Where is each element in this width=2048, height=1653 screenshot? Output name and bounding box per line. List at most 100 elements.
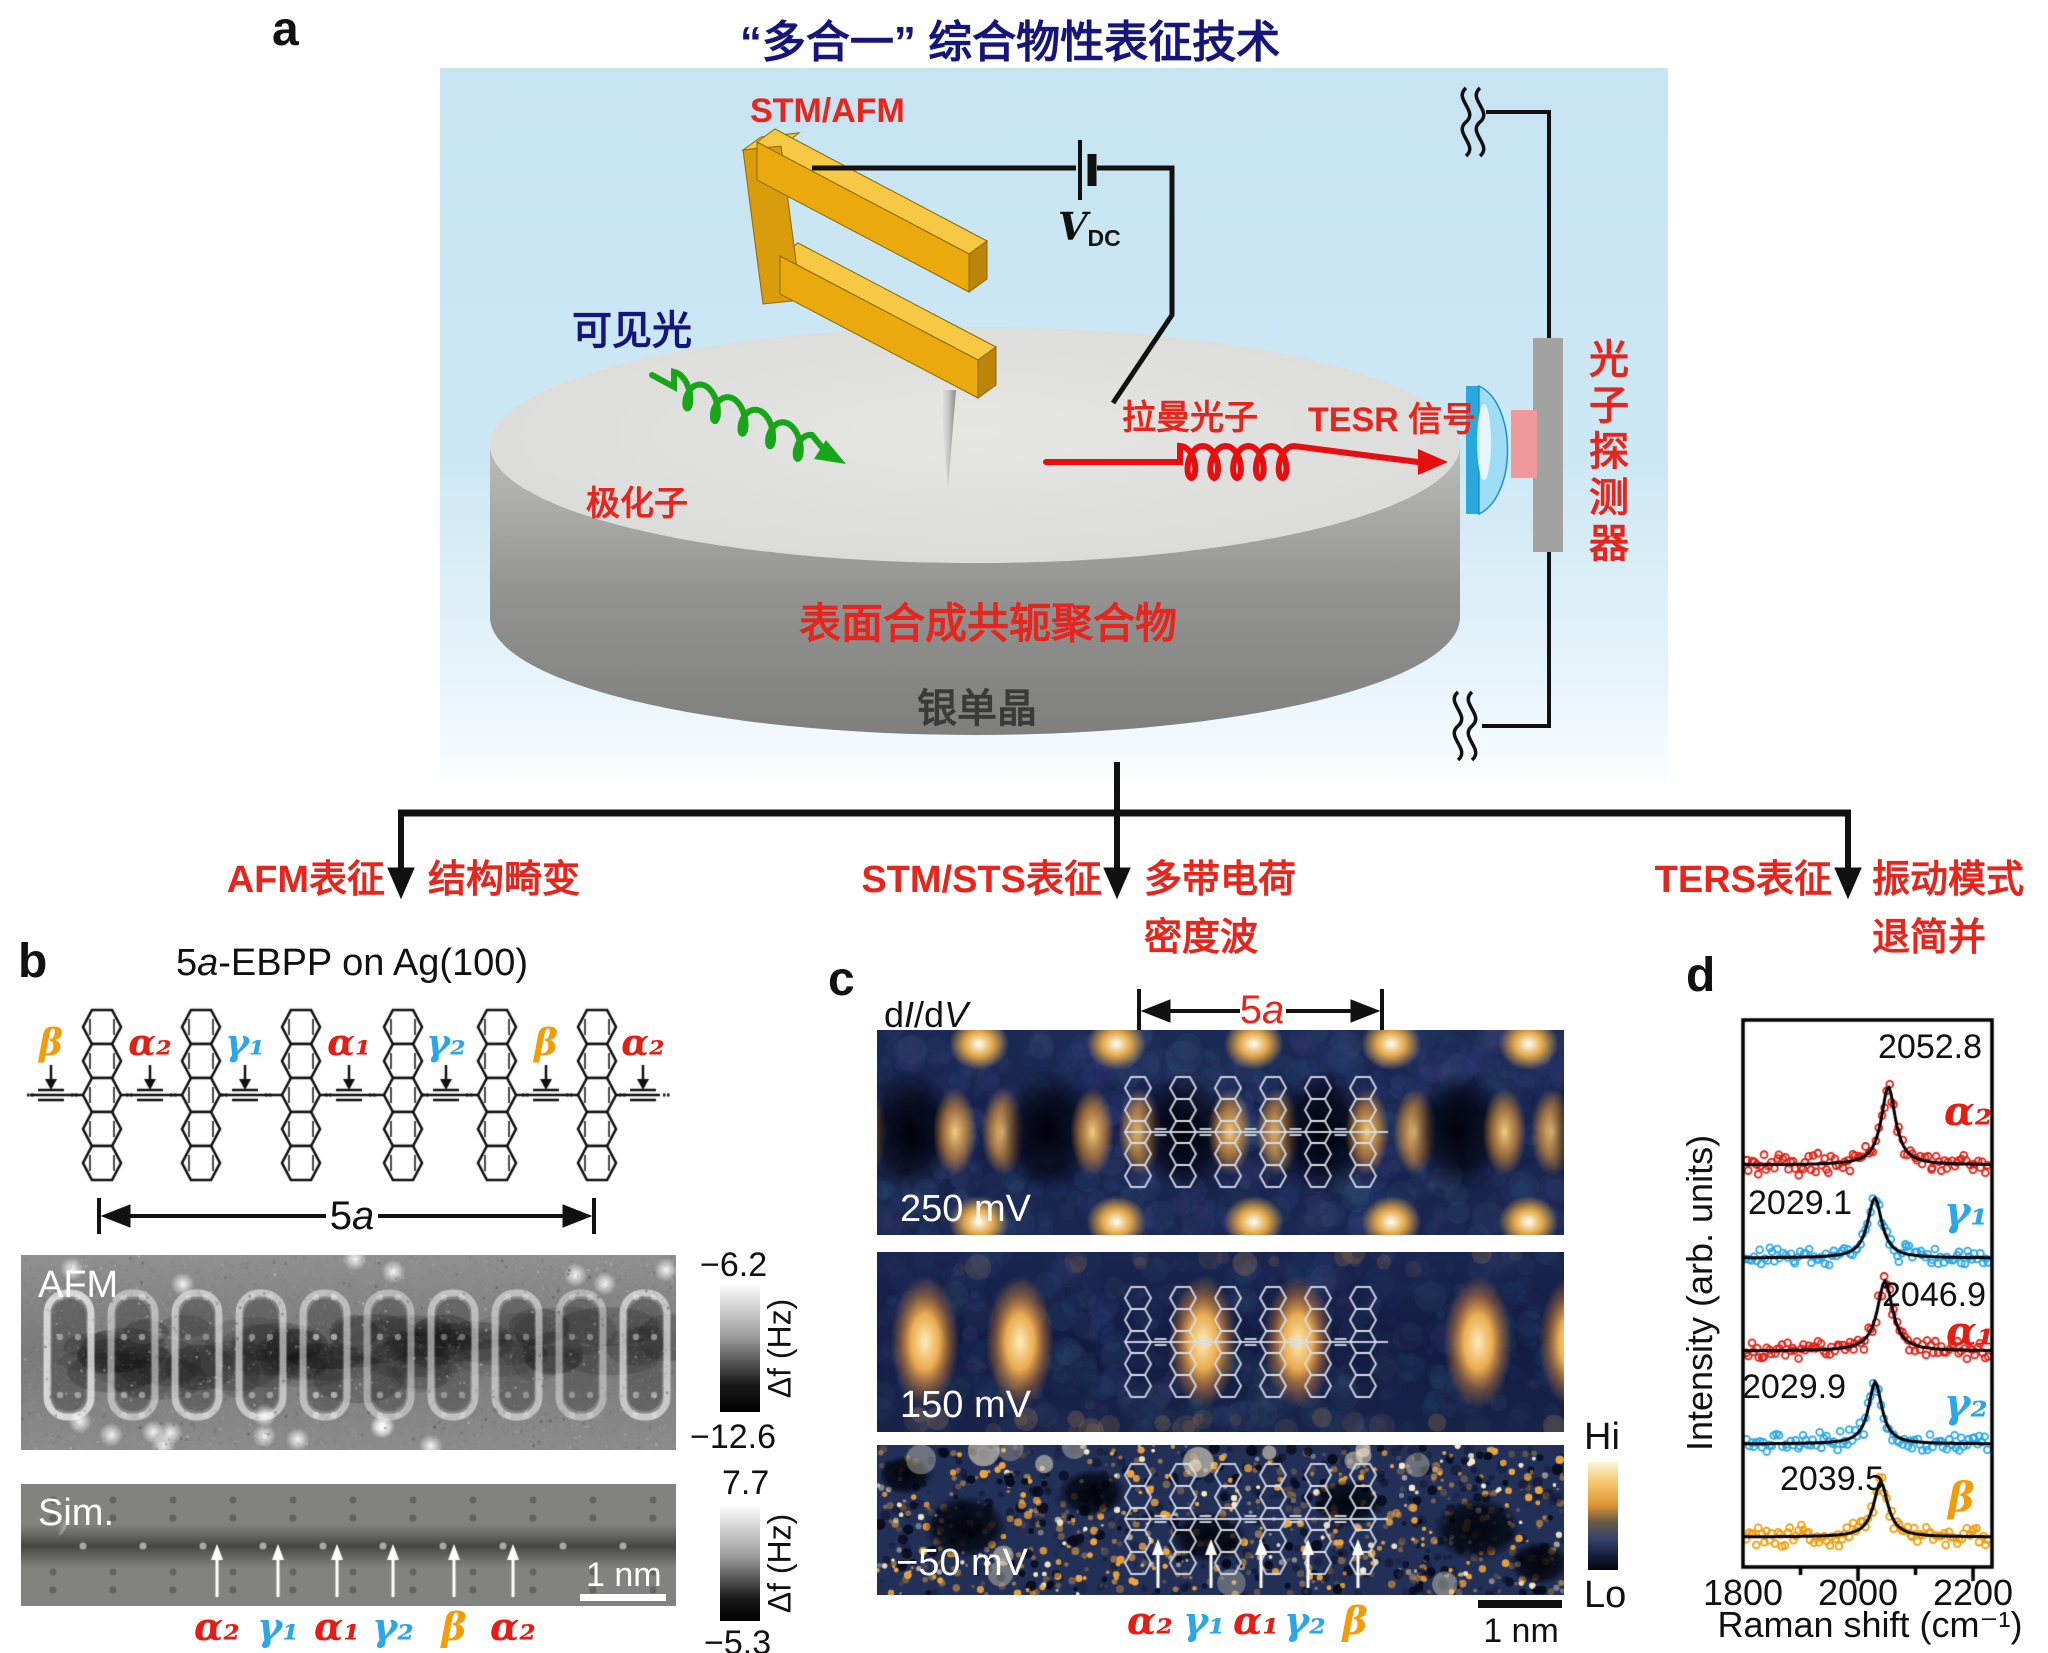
mode-label-gamma2: γ₂ xyxy=(1944,1380,1988,1427)
visible-light-label: 可见光 xyxy=(572,309,692,353)
polaron-label: 极化子 xyxy=(586,485,688,523)
branch-ters-result-1: 振动模式 xyxy=(1872,859,2025,901)
sts-map-250mv xyxy=(877,1030,1564,1235)
probe-tip xyxy=(940,390,956,488)
peak-value-gamma1: 2029.1 xyxy=(1748,1184,1852,1222)
detector-circuit-wire xyxy=(1452,86,1551,762)
mode-label-gamma1: γ₁ xyxy=(1944,1188,1988,1235)
panel-b-5a-text: 5a xyxy=(329,1194,375,1238)
visible-light-arrowhead xyxy=(814,440,846,464)
bias-label-minus50mv: −50 mV xyxy=(896,1542,1029,1584)
panel-d-ylabel: Intensity (arb. units) xyxy=(1679,1134,1720,1452)
branch-ters-method: TERS表征 xyxy=(1654,859,1832,901)
panel-b-5a-dimension xyxy=(97,1198,596,1234)
detector-mount-bar xyxy=(1533,338,1563,552)
panel-a-label: a xyxy=(272,3,299,56)
sim-bond-label-3: γ₂ xyxy=(372,1604,414,1649)
afm-image xyxy=(21,1255,676,1450)
silver-disc xyxy=(490,327,1460,735)
panel-c-label: c xyxy=(828,953,855,1006)
collection-lens xyxy=(1466,384,1509,516)
sim-bond-label-2: α₁ xyxy=(314,1604,360,1649)
sim-image xyxy=(21,1484,676,1606)
panel-c-5a-dimension xyxy=(1137,989,1384,1033)
branch-sts-result-2: 密度波 xyxy=(1144,917,1259,959)
sts-map-150mv xyxy=(877,1252,1564,1432)
sts-bond-label-0: α₂ xyxy=(1127,1598,1173,1643)
xtick-1800: 1800 xyxy=(1702,1572,1784,1613)
bond-label-alpha2-1: α₂ xyxy=(128,1022,172,1064)
sim-bond-label-1: γ₁ xyxy=(257,1604,299,1649)
sim-bond-label-0: α₂ xyxy=(194,1604,240,1649)
sts-bond-label-1: γ₁ xyxy=(1183,1598,1225,1643)
polymer-label: 表面合成共轭聚合物 xyxy=(798,600,1178,647)
panel-b-scalebar xyxy=(580,1594,666,1601)
bias-label-250mv: 250 mV xyxy=(900,1188,1031,1230)
didv-label: dI/dV xyxy=(884,994,969,1035)
raman-spectra-plot xyxy=(1680,950,2048,1653)
peak-value-beta: 2039.5 xyxy=(1780,1460,1884,1498)
panel-b-label: b xyxy=(18,935,48,988)
peak-value-alpha1: 2046.9 xyxy=(1882,1276,1986,1314)
branch-connector xyxy=(387,762,1862,900)
peak-value-alpha2: 2052.8 xyxy=(1878,1028,1982,1066)
silver-crystal-label: 银单晶 xyxy=(917,687,1037,731)
panel-b-scalebar-text: 1 nm xyxy=(586,1556,662,1594)
sim-bond-label-5: α₂ xyxy=(490,1604,536,1649)
sim-colorbar-min: −5.3 xyxy=(704,1624,772,1653)
stm-afm-label: STM/AFM xyxy=(750,92,905,130)
sim-bond-label-4: β xyxy=(441,1604,467,1649)
afm-colorbar xyxy=(720,1284,760,1412)
peak-value-gamma2: 2029.9 xyxy=(1742,1368,1846,1406)
chemical-structure-graphic xyxy=(20,985,670,1200)
bond-label-beta-2: β xyxy=(534,1022,558,1064)
panel-c-scalebar-text: 1 nm xyxy=(1483,1612,1559,1650)
bond-label-alpha2-2: α₂ xyxy=(621,1022,665,1064)
panel-c-scalebar xyxy=(1478,1600,1562,1608)
sts-colorbar-lo: Lo xyxy=(1584,1574,1627,1616)
branch-sts-method: STM/STS表征 xyxy=(861,859,1102,901)
sts-map-minus50mv xyxy=(877,1445,1564,1595)
sts-bond-label-3: γ₂ xyxy=(1284,1598,1326,1643)
detector-chip xyxy=(1511,410,1537,478)
branch-afm-result: 结构畸变 xyxy=(428,859,581,901)
vdc-label: VDC xyxy=(1058,204,1121,251)
visible-light-arrow xyxy=(649,368,833,462)
photon-detector-label: 光子探测器 xyxy=(1583,338,1627,568)
sts-colorbar xyxy=(1588,1462,1618,1570)
panel-d-xlabel: Raman shift (cm⁻¹) xyxy=(1717,1604,2023,1645)
mode-label-alpha2: α₂ xyxy=(1944,1088,1993,1135)
mode-label-beta: β xyxy=(1948,1474,1975,1521)
bias-label-150mv: 150 mV xyxy=(900,1384,1031,1426)
sts-colorbar-hi: Hi xyxy=(1584,1416,1620,1458)
afm-colorbar-min: −12.6 xyxy=(690,1418,777,1456)
sim-colorbar-max: 7.7 xyxy=(722,1464,770,1502)
panel-b-title: 5a-EBPP on Ag(100) xyxy=(175,942,529,984)
sim-image-label: Sim. xyxy=(38,1492,114,1534)
sim-colorbar xyxy=(720,1505,760,1621)
raman-photon-label: 拉曼光子 xyxy=(1122,399,1258,437)
tesr-signal-label: TESR 信号 xyxy=(1308,401,1477,439)
afm-image-label: AFM xyxy=(38,1264,119,1306)
raman-signal-arrowhead xyxy=(1418,449,1448,475)
stm-afm-sensor xyxy=(741,128,997,399)
sim-colorbar-unit: Δf (Hz) xyxy=(761,1513,798,1614)
bond-label-gamma1: γ₁ xyxy=(225,1022,265,1064)
bond-label-alpha1: α₁ xyxy=(327,1022,371,1064)
afm-colorbar-unit: Δf (Hz) xyxy=(761,1298,798,1399)
bond-label-beta-1: β xyxy=(39,1022,63,1064)
mode-label-alpha1: α₁ xyxy=(1946,1308,1995,1355)
bond-label-gamma2: γ₂ xyxy=(426,1022,466,1064)
sts-bond-label-2: α₁ xyxy=(1233,1598,1279,1643)
figure-title: “多合一” 综合物性表征技术 xyxy=(739,18,1281,67)
panel-c-5a-text: 5a xyxy=(1239,988,1285,1032)
raman-signal-arrow xyxy=(1043,442,1421,482)
bias-circuit-wire xyxy=(812,140,1175,405)
branch-afm-method: AFM表征 xyxy=(226,859,385,901)
sts-bond-label-4: β xyxy=(1342,1598,1368,1643)
xtick-2000: 2000 xyxy=(1817,1572,1899,1613)
xtick-2200: 2200 xyxy=(1932,1572,2014,1613)
afm-colorbar-max: −6.2 xyxy=(700,1246,768,1284)
